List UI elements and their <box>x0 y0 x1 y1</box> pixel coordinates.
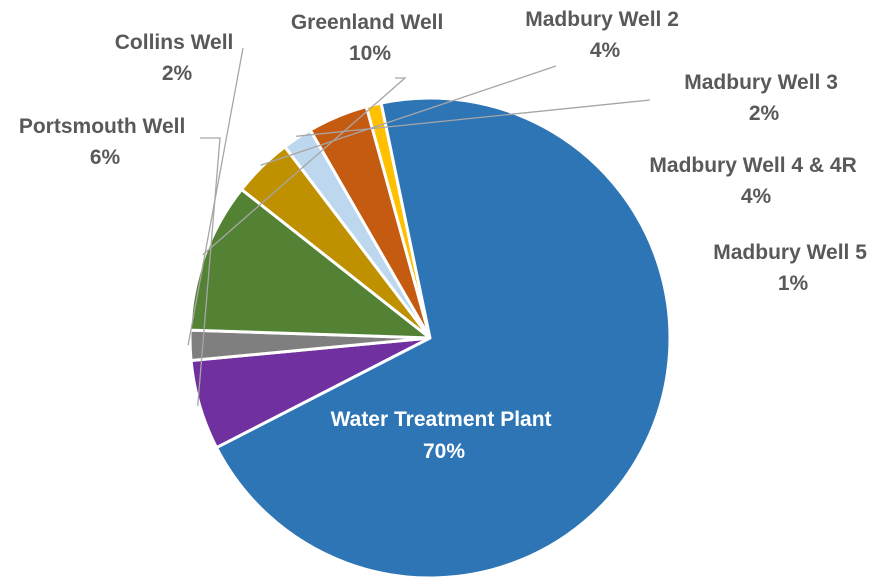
label-greenland-well-value: 10% <box>349 42 391 65</box>
label-collins-well-value: 2% <box>162 62 193 85</box>
leader-line-madbury-well-3 <box>296 99 651 137</box>
label-water-treatment-plant: Water Treatment Plant 70% <box>331 408 558 463</box>
slice-water-treatment-plant <box>215 96 672 580</box>
label-portsmouth-well: Portsmouth Well 6% <box>19 115 191 169</box>
label-madbury-well-4-4r-value: 4% <box>741 185 772 208</box>
label-water-treatment-plant-value: 70% <box>423 440 465 463</box>
label-collins-well-name: Collins Well <box>115 31 234 54</box>
label-collins-well: Collins Well 2% <box>115 31 239 85</box>
label-madbury-well-5: Madbury Well 5 1% <box>713 241 873 295</box>
label-madbury-well-4-4r: Madbury Well 4 & 4R 4% <box>649 154 862 208</box>
label-madbury-well-4-4r-name: Madbury Well 4 & 4R <box>649 154 856 177</box>
pie-slices <box>188 96 672 580</box>
label-madbury-well-2: Madbury Well 2 4% <box>525 8 685 62</box>
label-madbury-well-3-value: 2% <box>749 102 780 125</box>
label-greenland-well: Greenland Well 10% <box>291 11 449 65</box>
label-madbury-well-3: Madbury Well 3 2% <box>684 71 844 125</box>
label-portsmouth-well-name: Portsmouth Well <box>19 115 185 138</box>
leader-lines <box>187 47 651 406</box>
label-madbury-well-5-name: Madbury Well 5 <box>713 241 867 264</box>
leader-line-madbury-well-2 <box>260 65 557 166</box>
label-greenland-well-name: Greenland Well <box>291 11 444 34</box>
leader-line-portsmouth-well <box>197 137 221 406</box>
label-water-treatment-plant-name: Water Treatment Plant <box>331 408 552 431</box>
leader-line-greenland-well <box>202 77 407 256</box>
label-madbury-well-2-value: 4% <box>590 39 621 62</box>
leader-line-collins-well <box>187 47 244 346</box>
label-portsmouth-well-value: 6% <box>90 146 121 169</box>
label-madbury-well-2-name: Madbury Well 2 <box>525 8 679 31</box>
label-madbury-well-3-name: Madbury Well 3 <box>684 71 838 94</box>
label-madbury-well-5-value: 1% <box>778 272 809 295</box>
